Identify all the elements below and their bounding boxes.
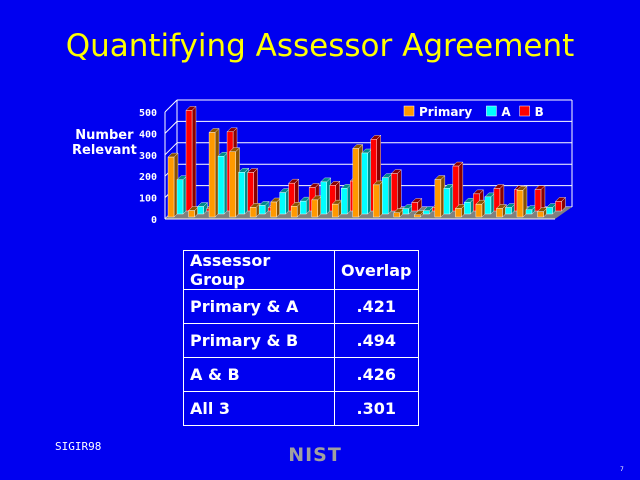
- cell-group: A & B: [183, 357, 335, 392]
- legend-swatch-a: [486, 105, 497, 117]
- bar-primary: [393, 212, 400, 218]
- legend-label: A: [501, 105, 511, 119]
- overlap-table: Assessor Group Overlap Primary & A .421 P…: [183, 250, 419, 426]
- bar-primary: [537, 211, 544, 218]
- y-tick-label: 400: [139, 129, 157, 140]
- legend-swatch-b: [519, 105, 530, 117]
- bar-a: [382, 177, 389, 215]
- bar-a: [505, 207, 512, 215]
- bar-a: [299, 200, 307, 215]
- nist-logo: NIST: [288, 444, 342, 465]
- legend-swatch-primary: [403, 105, 415, 117]
- bar-a: [341, 188, 348, 215]
- bar-a: [279, 192, 286, 215]
- cell-overlap: .426: [334, 357, 419, 392]
- bar-a: [258, 205, 266, 215]
- gridline-diag: [164, 142, 178, 156]
- bar-primary: [496, 208, 503, 218]
- header-overlap: Overlap: [334, 250, 419, 290]
- bar-primary: [373, 184, 380, 218]
- bar-primary: [455, 208, 462, 218]
- footer-text: SIGIR98: [55, 440, 102, 453]
- bar-primary: [475, 203, 483, 218]
- bar-primary: [434, 179, 442, 218]
- page-number: 7: [620, 466, 624, 473]
- svg-text:NIST: NIST: [288, 444, 342, 465]
- bar-primary: [311, 199, 318, 218]
- bar-a: [464, 202, 471, 215]
- bar-a: [484, 196, 492, 215]
- cell-group: Primary & A: [183, 289, 335, 324]
- bar-primary: [167, 156, 175, 218]
- bar-a: [320, 181, 327, 215]
- legend-label: B: [535, 105, 544, 119]
- bar-b: [411, 202, 418, 212]
- cell-overlap: .301: [334, 391, 419, 426]
- bar-a: [197, 206, 204, 215]
- bar-a: [546, 207, 553, 215]
- table-row: A & B .426: [183, 357, 419, 392]
- bar-primary: [229, 151, 236, 218]
- bar-primary: [188, 210, 195, 218]
- bar-primary: [290, 206, 298, 218]
- y-axis-label: Number Relevant: [72, 128, 137, 158]
- bar-primary: [516, 190, 524, 218]
- header-group: Assessor Group: [183, 250, 335, 290]
- bar-side: [191, 105, 197, 212]
- cell-overlap: .421: [334, 289, 419, 324]
- y-tick-label: 500: [139, 108, 157, 119]
- bar-a: [525, 209, 533, 215]
- table-row: Primary & A .421: [183, 289, 419, 324]
- table-header-row: Assessor Group Overlap: [183, 250, 419, 290]
- bar-a: [402, 208, 409, 215]
- bar-primary: [414, 214, 421, 218]
- bar-a: [443, 188, 451, 215]
- cell-group: Primary & B: [183, 323, 335, 358]
- bar-primary: [208, 132, 216, 218]
- cell-group: All 3: [183, 391, 335, 426]
- bar-a: [176, 179, 184, 215]
- y-tick-label: 200: [139, 172, 157, 183]
- bar-a: [238, 172, 245, 215]
- cell-overlap: .494: [334, 323, 419, 358]
- bar-primary: [332, 203, 339, 218]
- bar-a: [423, 210, 430, 215]
- bar-primary: [352, 148, 359, 218]
- bar-side: [458, 161, 464, 212]
- table-row: All 3.301: [183, 391, 419, 426]
- legend-label: Primary: [419, 105, 472, 119]
- y-tick-label: 100: [139, 194, 157, 205]
- table-row: Primary & B .494: [183, 323, 419, 358]
- bar-b: [391, 173, 398, 212]
- bar-a: [361, 152, 368, 215]
- bar-chart: 0 100 200 300 400 500 Primary A B: [139, 99, 573, 226]
- bar-a: [217, 156, 225, 215]
- y-tick-label: 300: [139, 151, 157, 162]
- slide-title: Quantifying Assessor Agreement: [65, 28, 575, 64]
- bar-side: [540, 185, 546, 212]
- bar-b: [185, 110, 193, 212]
- bar-b: [555, 201, 562, 212]
- gridline-diag: [164, 99, 178, 113]
- bar-side: [397, 169, 402, 212]
- bar-b: [452, 165, 460, 212]
- bar-primary: [249, 207, 257, 218]
- bar-b: [534, 189, 542, 212]
- y-tick-label: 0: [151, 215, 157, 226]
- gridline-diag: [164, 121, 178, 134]
- bar-primary: [270, 201, 277, 218]
